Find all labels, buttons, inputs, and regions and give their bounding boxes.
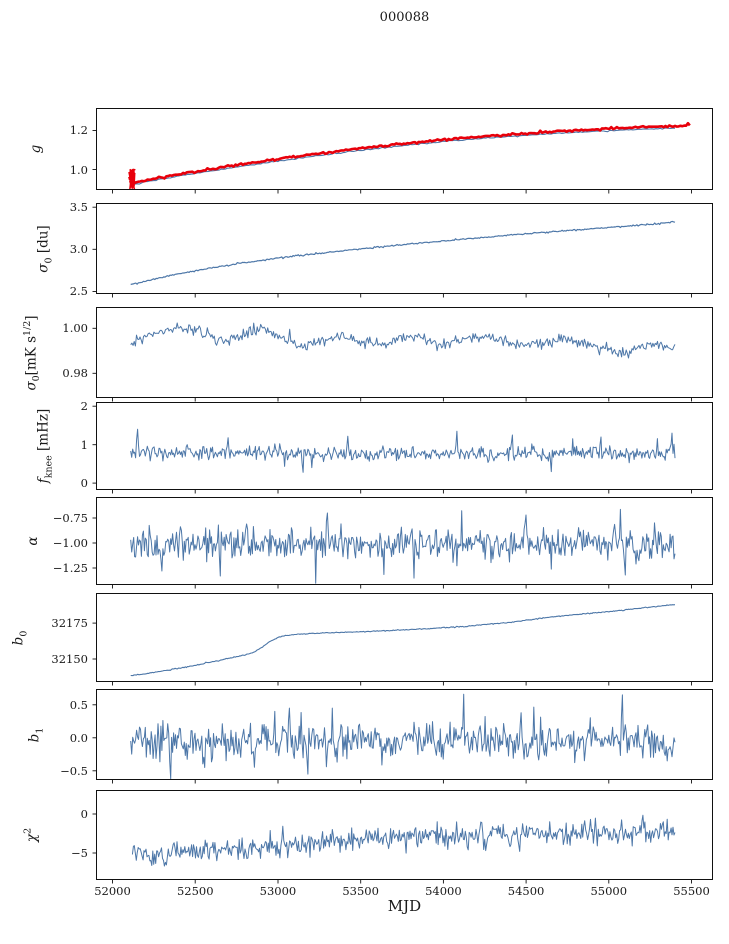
y-tick-label-sigma0-du: 3.5 — [69, 200, 88, 215]
y-axis-label-segment: 1/2 — [21, 320, 33, 336]
y-axis-label-segment: 2 — [22, 827, 34, 834]
y-axis-label-b1: b1 — [27, 727, 46, 742]
series-b0-line — [130, 604, 676, 677]
y-axis-label-sigma0-mks: σ0[mK s1/2] — [22, 315, 42, 390]
series-g-measured-line — [129, 121, 691, 186]
y-axis-label-g: g — [28, 145, 44, 154]
y-axis-label-segment: χ — [23, 833, 40, 843]
axes-spines — [96, 497, 713, 585]
y-axis-label-segment: σ — [35, 262, 52, 273]
tick-marks — [92, 517, 692, 589]
axes-spines — [96, 108, 713, 190]
y-axis-label-segment: g — [28, 144, 44, 154]
axes-spines — [96, 689, 713, 780]
series-chi2-line — [131, 814, 676, 867]
subplot-g — [92, 108, 713, 194]
y-axis-label-segment: [mK s — [23, 335, 40, 375]
x-tick-label: 53000 — [259, 884, 297, 898]
y-axis-label-segment: knee — [43, 455, 55, 479]
axes-spines — [96, 307, 713, 398]
tick-marks — [92, 206, 692, 298]
subplot-sigma0-du — [92, 203, 713, 298]
x-tick-label: 55000 — [590, 884, 628, 898]
y-axis-label-f-knee: fknee [mHz] — [36, 409, 55, 483]
y-tick-label-b1: −0.5 — [60, 763, 88, 778]
figure-title: 000088 — [379, 10, 430, 25]
y-axis-label-segment: b — [10, 636, 27, 645]
y-tick-label-b1: 0.5 — [69, 697, 88, 712]
axes-spines — [96, 790, 713, 880]
series-alpha-line — [130, 508, 676, 584]
y-axis-label-sigma0-du: σ0 [du] — [36, 225, 55, 272]
y-tick-label-chi2: 0 — [80, 807, 88, 822]
y-tick-label-sigma0-mks: 0.98 — [62, 366, 88, 381]
x-tick-label: 52500 — [176, 884, 214, 898]
x-tick-label: 54000 — [425, 884, 462, 898]
subplot-sigma0-mks — [92, 307, 713, 402]
y-tick-label-f-knee: 2 — [80, 399, 88, 414]
subplot-alpha — [92, 497, 713, 589]
y-tick-label-b1: 0.0 — [69, 730, 88, 745]
y-tick-label-f-knee: 0 — [80, 476, 88, 491]
y-tick-label-f-knee: 1 — [80, 437, 88, 452]
y-axis-label-segment: [du] — [35, 224, 52, 257]
series-b1-line — [130, 693, 676, 780]
axes-spines — [96, 593, 713, 682]
y-axis-label-segment: σ — [23, 380, 40, 391]
y-tick-label-sigma0-du: 2.5 — [69, 284, 88, 299]
subplot-b1 — [92, 689, 713, 784]
tick-marks — [92, 704, 692, 784]
x-tick-label: 53500 — [342, 884, 379, 898]
y-axis-label-segment: 0 — [31, 374, 43, 381]
x-axis-label: MJD — [387, 897, 422, 915]
y-tick-label-chi2: −5 — [71, 846, 88, 861]
y-axis-label-segment: ] — [23, 314, 40, 321]
y-axis-label-alpha: α — [25, 536, 41, 545]
y-axis-label-segment: α — [25, 536, 41, 546]
y-tick-label-sigma0-du: 3.0 — [69, 242, 88, 257]
y-tick-label-alpha: −0.75 — [52, 511, 88, 525]
series-f-knee-line — [130, 428, 676, 473]
y-tick-label-sigma0-mks: 1.00 — [62, 321, 88, 336]
tick-marks — [92, 622, 692, 686]
subplot-chi2 — [92, 790, 713, 884]
tick-marks — [92, 813, 692, 884]
tick-marks — [92, 130, 692, 194]
x-tick-label: 54500 — [507, 884, 545, 898]
y-axis-label-segment: 1 — [34, 727, 46, 734]
x-tick-label: 55500 — [673, 884, 710, 898]
subplot-f-knee — [92, 402, 713, 494]
axes-spines — [96, 402, 713, 490]
y-tick-label-g: 1.2 — [69, 123, 88, 138]
y-tick-label-b0: 32175 — [51, 616, 88, 631]
y-axis-label-chi2: χ2 — [22, 828, 40, 842]
tick-marks — [92, 327, 692, 402]
y-axis-label-segment: 0 — [43, 256, 55, 263]
series-sigma0-du-line — [130, 220, 676, 286]
axes-spines — [96, 203, 713, 294]
series-g-start-scatter — [128, 168, 136, 190]
subplot-b0 — [92, 593, 713, 686]
series-g-fit-line — [130, 127, 676, 186]
tick-marks — [92, 405, 692, 494]
y-axis-label-segment: [mHz] — [35, 408, 52, 456]
y-axis-label-segment: b — [26, 733, 43, 742]
y-tick-label-g: 1.0 — [69, 162, 88, 177]
y-axis-label-b0: b0 — [11, 630, 30, 645]
y-tick-label-alpha: −1.25 — [52, 561, 88, 575]
y-axis-label-segment: 0 — [18, 630, 30, 637]
y-tick-label-alpha: −1.00 — [52, 536, 88, 550]
y-axis-label-segment: f — [35, 478, 52, 484]
x-tick-label: 52000 — [94, 884, 131, 898]
series-sigma0-mks-line — [130, 322, 676, 359]
y-tick-label-b0: 32150 — [51, 652, 88, 667]
